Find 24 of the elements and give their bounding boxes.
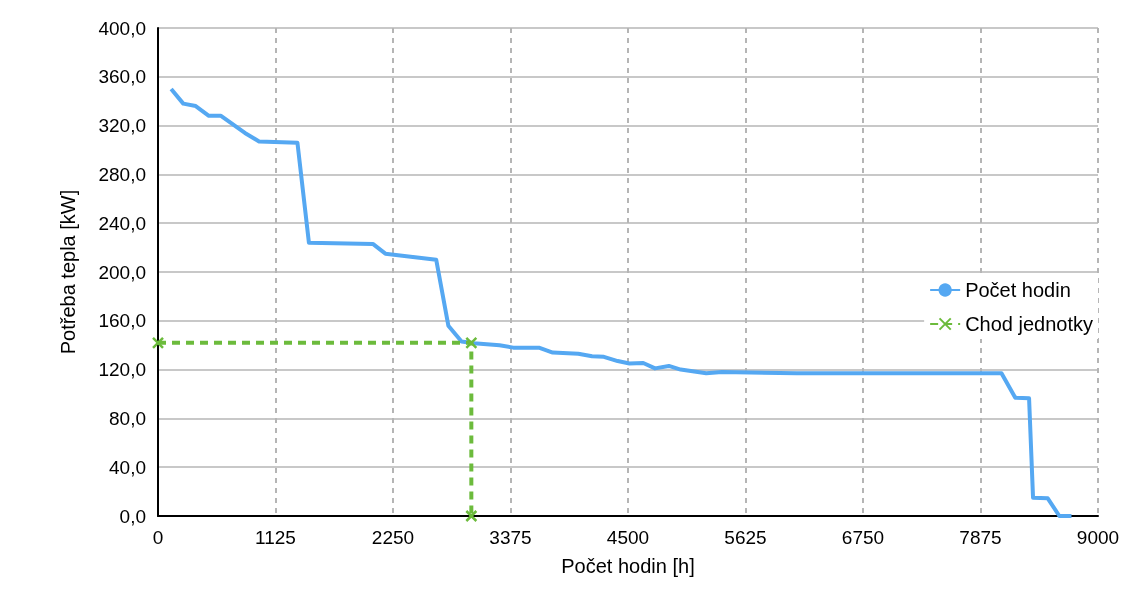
y-axis-title: Potřeba tepla [kW]: [57, 189, 79, 355]
y-tick-label: 120,0: [98, 359, 146, 381]
x-tick-label: 4500: [606, 527, 650, 548]
y-tick-label: 40,0: [109, 456, 146, 478]
x-tick-label: 7875: [959, 527, 1002, 548]
y-tick-label: 160,0: [98, 310, 146, 332]
x-tick-label: 9000: [1076, 527, 1120, 548]
y-tick-label: 280,0: [98, 163, 146, 185]
y-tick-label: 240,0: [98, 212, 146, 234]
x-tick-label: 6750: [841, 527, 885, 548]
y-tick-label: 360,0: [98, 66, 146, 88]
y-tick-label: 80,0: [109, 407, 146, 429]
x-tick-label: 2250: [371, 527, 415, 548]
y-tick-label: 320,0: [98, 115, 146, 137]
y-tick-label: 200,0: [98, 261, 146, 283]
x-tick-label: 1125: [255, 527, 296, 548]
x-tick-label: 0: [152, 527, 164, 548]
y-tick-label: 400,0: [98, 17, 146, 39]
legend-label: Chod jednotky: [965, 313, 1094, 335]
x-tick-label: 5625: [724, 527, 767, 548]
legend-label: Počet hodin: [965, 279, 1071, 301]
y-tick-label: 0,0: [119, 505, 146, 527]
x-axis-title: Počet hodin [h]: [561, 555, 695, 577]
x-tick-label: 3375: [489, 527, 532, 548]
